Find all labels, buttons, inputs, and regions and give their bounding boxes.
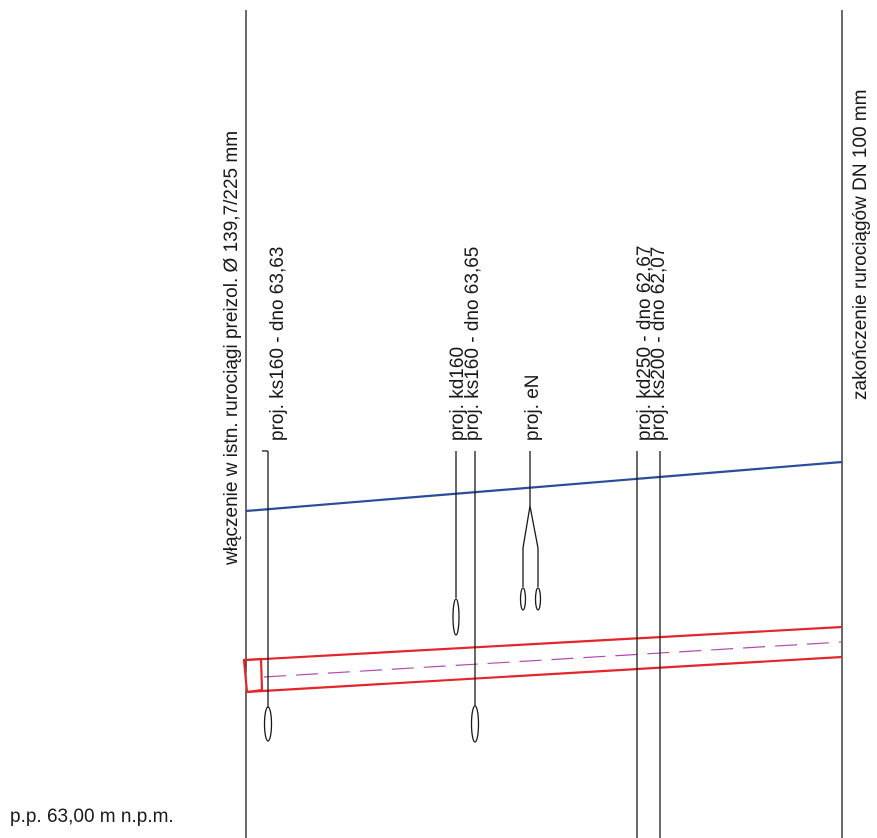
ks160-first-line — [262, 450, 273, 742]
kd250-label: proj. kd250 - dno 62,67 — [634, 246, 655, 441]
ks160-second-line — [470, 451, 480, 743]
pipe-axis-line — [263, 641, 843, 678]
ks160-second-label: proj. ks160 - dno 63,65 — [462, 247, 483, 441]
right-end-label: zakończenie rurociągów DN 100 mm — [850, 90, 871, 400]
ks160-first-label: proj. ks160 - dno 63,63 — [267, 247, 288, 441]
left-connection-label: włączenie w istn. rurociągi preizol. Ø 1… — [221, 131, 242, 566]
terrain-line — [245, 460, 843, 513]
datum-level-label: p.p. 63,00 m n.p.m. — [10, 806, 174, 827]
ks200-label: proj. ks200 - dno 62,07 — [648, 247, 669, 441]
kd160-label: proj. kd160 — [447, 347, 468, 441]
en-label: proj. eN — [522, 374, 543, 441]
heating-pipe — [242, 625, 843, 694]
en-cable-line — [519, 451, 542, 611]
kd160-line — [452, 451, 460, 636]
